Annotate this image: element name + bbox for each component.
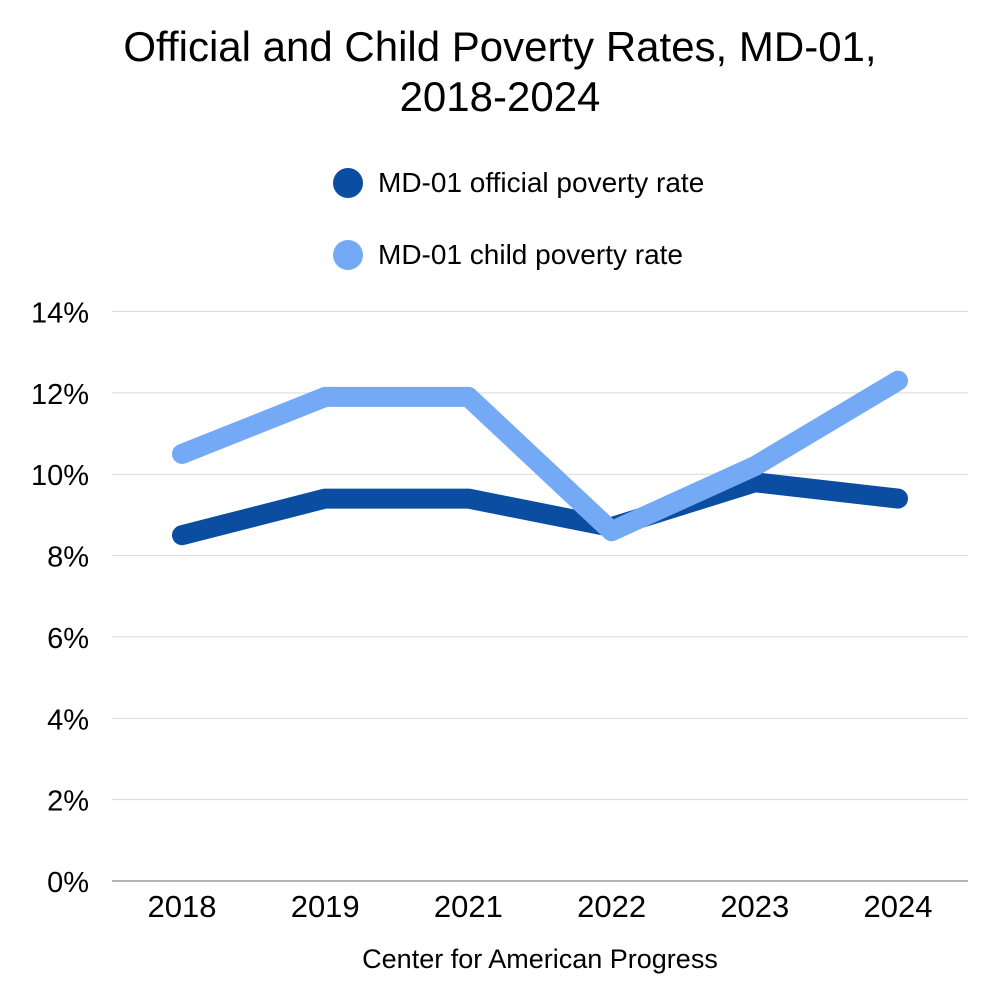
y-tick-label: 12%: [31, 379, 89, 411]
legend-dot-official-icon: [333, 168, 363, 198]
x-tick-label: 2022: [577, 889, 646, 924]
y-tick-label: 14%: [31, 298, 89, 330]
x-tick-label: 2024: [864, 889, 933, 924]
legend-dot-child-icon: [333, 240, 363, 270]
y-tick-label: 2%: [47, 786, 89, 818]
series-line-official: [172, 472, 908, 546]
legend: MD-01 official poverty rate MD-01 child …: [333, 168, 704, 312]
footer-credit: Center for American Progress: [362, 944, 718, 974]
legend-label-child: MD-01 child poverty rate: [378, 239, 684, 270]
x-tick-label: 2018: [148, 889, 217, 924]
y-tick-label: 10%: [31, 460, 89, 492]
legend-item-official: MD-01 official poverty rate: [333, 168, 704, 198]
y-tick-label: 8%: [47, 542, 89, 574]
x-tick-label: 2019: [291, 889, 360, 924]
x-tick-label: 2021: [434, 889, 503, 924]
legend-item-child: MD-01 child poverty rate: [333, 240, 704, 270]
x-tick-label: 2023: [720, 889, 789, 924]
legend-label-official: MD-01 official poverty rate: [378, 167, 705, 198]
y-tick-label: 0%: [47, 867, 89, 899]
y-tick-label: 4%: [47, 704, 89, 736]
series-line-child: [172, 370, 908, 542]
y-tick-label: 6%: [47, 623, 89, 655]
chart-title: Official and Child Poverty Rates, MD-01,…: [123, 23, 877, 120]
